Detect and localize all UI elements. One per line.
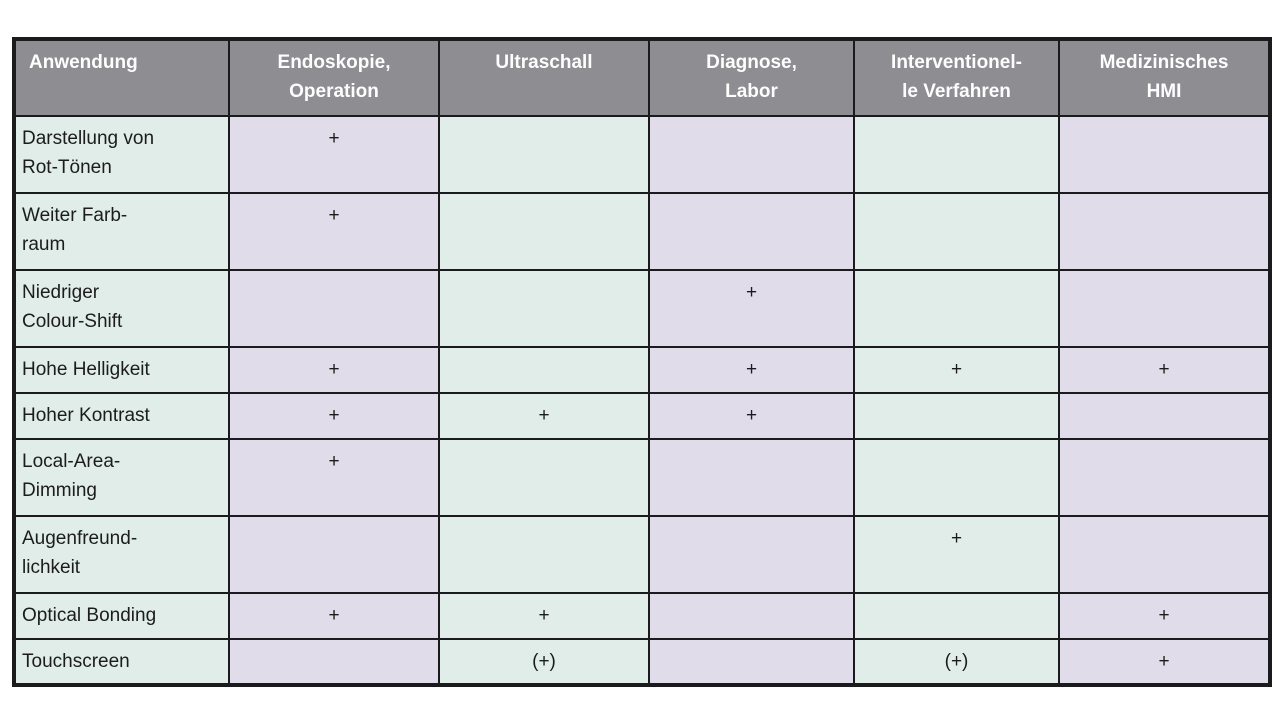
table-row: Augenfreund- lichkeit + — [13, 515, 1271, 594]
row-label: Niedriger Colour-Shift — [13, 269, 230, 348]
matrix-cell — [648, 515, 855, 594]
matrix-cell: + — [648, 269, 855, 348]
matrix-cell — [853, 392, 1060, 440]
matrix-cell: + — [648, 392, 855, 440]
column-header-diagnose-labor: Diagnose, Labor — [648, 38, 855, 117]
matrix-cell — [1058, 115, 1271, 194]
matrix-cell: + — [438, 592, 650, 640]
row-label: Hoher Kontrast — [13, 392, 230, 440]
matrix-cell — [648, 592, 855, 640]
matrix-cell — [438, 346, 650, 394]
matrix-cell: + — [228, 346, 440, 394]
matrix-cell — [648, 115, 855, 194]
matrix-cell: + — [648, 346, 855, 394]
table-row: Weiter Farb- raum + — [13, 192, 1271, 271]
matrix-cell: + — [853, 515, 1060, 594]
row-label: Hohe Helligkeit — [13, 346, 230, 394]
matrix-cell — [438, 269, 650, 348]
matrix-cell — [438, 192, 650, 271]
column-header-medizinisches-hmi: Medizinisches HMI — [1058, 38, 1271, 117]
column-header-ultraschall: Ultraschall — [438, 38, 650, 117]
table-row: Touchscreen (+) (+) + — [13, 638, 1271, 686]
matrix-cell: + — [228, 392, 440, 440]
application-matrix-table: Anwendung Endoskopie, Operation Ultrasch… — [12, 37, 1272, 687]
header-row: Anwendung Endoskopie, Operation Ultrasch… — [13, 38, 1271, 117]
row-label: Darstellung von Rot-Tönen — [13, 115, 230, 194]
matrix-cell — [1058, 438, 1271, 517]
table-row: Niedriger Colour-Shift + — [13, 269, 1271, 348]
row-label: Touchscreen — [13, 638, 230, 686]
matrix-cell — [1058, 392, 1271, 440]
matrix-cell — [853, 115, 1060, 194]
matrix-cell: + — [1058, 592, 1271, 640]
table-row: Optical Bonding + + + — [13, 592, 1271, 640]
table-row: Local-Area- Dimming + — [13, 438, 1271, 517]
matrix-cell: (+) — [438, 638, 650, 686]
matrix-cell — [438, 438, 650, 517]
matrix-cell — [853, 438, 1060, 517]
matrix-cell: + — [1058, 638, 1271, 686]
matrix-cell: + — [853, 346, 1060, 394]
matrix-cell — [853, 192, 1060, 271]
matrix-cell: + — [438, 392, 650, 440]
column-header-endoskopie-operation: Endoskopie, Operation — [228, 38, 440, 117]
matrix-cell — [1058, 515, 1271, 594]
matrix-cell — [228, 515, 440, 594]
table-row: Hohe Helligkeit + + + + — [13, 346, 1271, 394]
matrix-cell — [438, 515, 650, 594]
matrix-cell — [1058, 269, 1271, 348]
matrix-cell: + — [228, 115, 440, 194]
row-label: Local-Area- Dimming — [13, 438, 230, 517]
column-header-interventionelle-verfahren: Interventionel- le Verfahren — [853, 38, 1060, 117]
matrix-cell: + — [228, 592, 440, 640]
matrix-cell — [853, 269, 1060, 348]
matrix-cell — [648, 438, 855, 517]
matrix-cell: (+) — [853, 638, 1060, 686]
row-label: Optical Bonding — [13, 592, 230, 640]
matrix-cell — [1058, 192, 1271, 271]
matrix-cell: + — [228, 192, 440, 271]
matrix-cell — [648, 192, 855, 271]
row-label: Weiter Farb- raum — [13, 192, 230, 271]
matrix-cell — [228, 269, 440, 348]
row-label: Augenfreund- lichkeit — [13, 515, 230, 594]
matrix-cell — [228, 638, 440, 686]
matrix-cell — [648, 638, 855, 686]
matrix-cell: + — [1058, 346, 1271, 394]
table-row: Darstellung von Rot-Tönen + — [13, 115, 1271, 194]
matrix-cell — [853, 592, 1060, 640]
table-row: Hoher Kontrast + + + — [13, 392, 1271, 440]
matrix-cell — [438, 115, 650, 194]
column-header-anwendung: Anwendung — [13, 38, 230, 117]
matrix-cell: + — [228, 438, 440, 517]
